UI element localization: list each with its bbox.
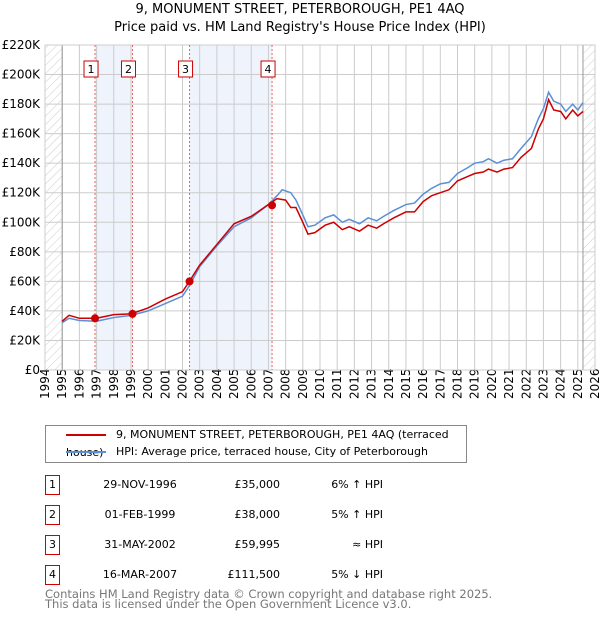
sale-date: 16-MAR-2007 [102, 568, 178, 581]
sale-hpi-diff: 5% ↑ HPI [331, 508, 383, 521]
sale-marker-box [83, 60, 99, 78]
sale-point [128, 309, 137, 318]
y-tick-label: £200K [2, 68, 42, 82]
x-tick-label: 1997 [90, 368, 104, 399]
sale-marker-label: 1 [88, 63, 95, 76]
sale-marker-label: 4 [265, 63, 272, 76]
x-tick-label: 2018 [451, 368, 465, 399]
x-tick-label: 1995 [55, 368, 69, 399]
x-tick-label: 2000 [141, 368, 155, 399]
y-tick-label: £100K [2, 215, 42, 229]
sale-hpi-diff: 5% ↓ HPI [331, 568, 383, 581]
x-tick-label: 1999 [124, 368, 138, 399]
x-tick-label: 2002 [176, 368, 190, 399]
x-tick-label: 2004 [210, 368, 224, 399]
sale-hpi-diff: ≈ HPI [352, 538, 383, 551]
red-line-swatch [66, 434, 106, 436]
blue-line-swatch [66, 451, 106, 453]
sale-number-badge: 3 [45, 535, 60, 555]
sale-price: £59,995 [234, 538, 281, 551]
sale-price: £38,000 [234, 508, 281, 521]
sale-marker-label: 3 [182, 63, 189, 76]
legend-item-hpi: HPI: Average price, terraced house, City… [66, 443, 428, 461]
shaded-period [189, 45, 273, 370]
x-tick-label: 2025 [571, 368, 585, 399]
sale-hpi-diff: 6% ↑ HPI [331, 478, 383, 491]
sale-point [91, 314, 100, 323]
sale-point [268, 201, 277, 210]
sale-point [185, 277, 194, 286]
x-tick-label: 2007 [261, 368, 275, 399]
x-tick-label: 2010 [313, 368, 327, 399]
y-tick-label: £80K [9, 245, 41, 259]
x-tick-label: 2023 [536, 368, 550, 399]
hatched-region [45, 45, 63, 370]
sale-row: 2 01-FEB-1999 £38,000 5% ↑ HPI [45, 505, 465, 527]
x-tick-label: 2021 [502, 368, 516, 399]
sale-row: 1 29-NOV-1996 £35,000 6% ↑ HPI [45, 475, 465, 497]
sale-row: 3 31-MAY-2002 £59,995 ≈ HPI [45, 535, 465, 557]
sale-number-badge: 4 [45, 565, 60, 585]
sale-number-badge: 2 [45, 505, 60, 525]
hpi-line [61, 90, 584, 324]
x-tick-label: 2020 [485, 368, 499, 399]
x-tick-label: 2006 [244, 368, 258, 399]
y-tick-label: £0 [25, 363, 40, 377]
sale-marker-box [120, 60, 136, 78]
copyright-text: Contains HM Land Registry data © Crown c… [45, 587, 493, 601]
sale-date: 29-NOV-1996 [103, 478, 177, 491]
chart-subtitle: Price paid vs. HM Land Registry's House … [114, 20, 486, 35]
y-tick-label: £20K [9, 333, 41, 347]
x-tick-label: 2013 [365, 368, 379, 399]
x-tick-label: 2017 [433, 368, 447, 399]
legend-label: HPI: Average price, terraced house, City… [116, 445, 428, 458]
sale-number-badge: 1 [45, 475, 60, 495]
legend-item-property: 9, MONUMENT STREET, PETERBOROUGH, PE1 4A… [66, 426, 466, 459]
x-tick-label: 2016 [416, 368, 430, 399]
x-tick-label: 1994 [38, 368, 52, 399]
sale-marker-box [260, 60, 276, 78]
x-tick-label: 2009 [296, 368, 310, 399]
sale-price: £35,000 [234, 478, 281, 491]
sale-date: 01-FEB-1999 [104, 508, 176, 521]
y-tick-label: £120K [2, 186, 42, 200]
sale-row: 4 16-MAR-2007 £111,500 5% ↓ HPI [45, 565, 465, 587]
x-tick-label: 2026 [588, 368, 600, 399]
x-tick-label: 2008 [279, 368, 293, 399]
x-tick-label: 2015 [399, 368, 413, 399]
x-tick-label: 1998 [107, 368, 121, 399]
legend: 9, MONUMENT STREET, PETERBOROUGH, PE1 4A… [45, 425, 467, 463]
x-tick-label: 2003 [193, 368, 207, 399]
sale-date: 31-MAY-2002 [104, 538, 176, 551]
x-tick-label: 2005 [227, 368, 241, 399]
licence-text: This data is licensed under the Open Gov… [45, 597, 412, 611]
x-tick-label: 2014 [382, 368, 396, 399]
y-tick-label: £60K [9, 274, 41, 288]
sale-marker-label: 2 [125, 63, 132, 76]
plot-border [44, 44, 596, 371]
x-tick-label: 1996 [72, 368, 86, 399]
y-tick-label: £220K [2, 38, 42, 52]
x-tick-label: 2012 [347, 368, 361, 399]
y-tick-label: £40K [9, 304, 41, 318]
hatched-region [582, 45, 595, 370]
sale-price: £111,500 [227, 568, 281, 581]
y-tick-label: £160K [2, 127, 42, 141]
x-tick-label: 2001 [158, 368, 172, 399]
price-chart: 1994 1995 1996 1997 1998 1999 2000 2001 2002 2003… [2, 38, 600, 399]
footer: Contains HM Land Registry data © Crown c… [45, 587, 493, 611]
price-paid-line [61, 97, 584, 322]
y-tick-label: £180K [2, 97, 42, 111]
chart-title: 9, MONUMENT STREET, PETERBOROUGH, PE1 4A… [135, 2, 465, 17]
sale-marker-box [178, 60, 194, 78]
x-tick-label: 2011 [330, 368, 344, 399]
x-tick-label: 2024 [554, 368, 568, 399]
y-tick-label: £140K [2, 156, 42, 170]
x-tick-label: 2022 [519, 368, 533, 399]
x-tick-label: 2019 [468, 368, 482, 399]
